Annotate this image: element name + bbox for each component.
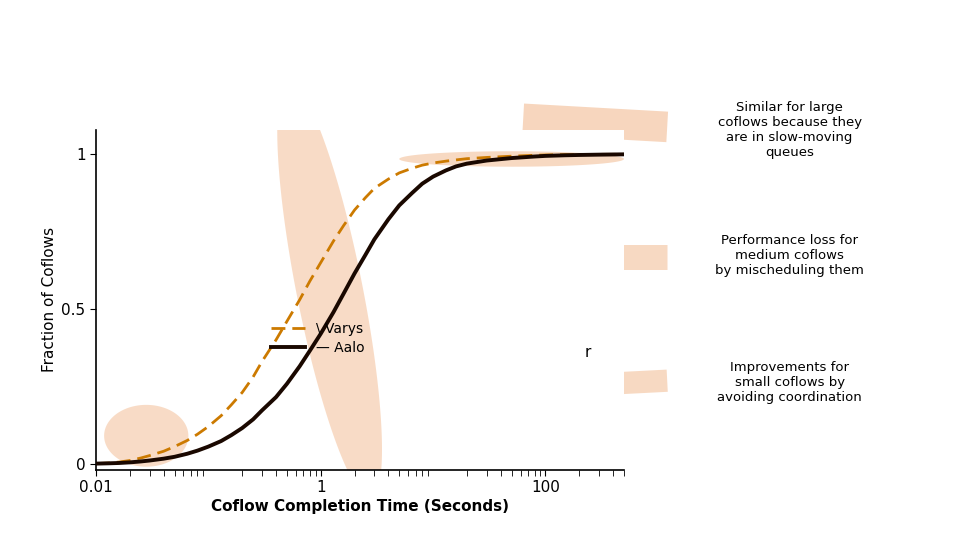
Similar for large: [113, 459, 125, 465]
Similar for large: [248, 374, 259, 380]
Text: Improvements for
small coflows by
avoiding coordination: Improvements for small coflows by avoidi…: [717, 361, 862, 403]
Similar for large: [348, 207, 360, 213]
Similar for large: [406, 165, 418, 172]
Similar for large: [256, 359, 268, 365]
Similar for large: [529, 152, 540, 159]
Text: Performance loss for
medium coflows
by mischeduling them: Performance loss for medium coflows by m…: [715, 234, 864, 276]
Similar for large: [440, 158, 451, 164]
Similar for large: [157, 448, 169, 455]
Similar for large: [192, 431, 204, 437]
Polygon shape: [277, 83, 382, 498]
Similar for large: [618, 151, 630, 158]
Similar for large: [203, 423, 214, 430]
Text: r: r: [585, 345, 591, 360]
Similar for large: [215, 413, 227, 419]
Similar for large: [427, 160, 439, 166]
Similar for large: [304, 278, 316, 285]
Similar for large: [369, 185, 380, 192]
Similar for large: [169, 443, 180, 450]
Similar for large: [271, 336, 282, 343]
Similar for large: [181, 437, 193, 444]
Similar for large: [294, 296, 305, 303]
Similar for large: [450, 157, 462, 163]
Similar for large: [560, 151, 571, 158]
Text: Performance Breakdown [EC2]: Performance Breakdown [EC2]: [17, 31, 960, 85]
Similar for large: [417, 162, 428, 168]
Similar for large: [506, 153, 517, 159]
Similar for large: [327, 238, 339, 244]
Similar for large: [135, 455, 147, 461]
Similar for large: [236, 389, 248, 396]
Similar for large: [90, 461, 102, 467]
Similar for large: [383, 176, 395, 183]
Similar for large: [540, 152, 551, 158]
Similar for large: [281, 318, 293, 325]
Similar for large: [315, 259, 326, 266]
Similar for large: [144, 453, 156, 459]
Polygon shape: [104, 405, 188, 467]
Similar for large: [573, 151, 585, 158]
Similar for large: [593, 151, 605, 158]
Y-axis label: Fraction of Coflows: Fraction of Coflows: [42, 227, 58, 372]
Polygon shape: [399, 151, 624, 167]
X-axis label: Coflow Completion Time (Seconds): Coflow Completion Time (Seconds): [211, 500, 509, 515]
Similar for large: [124, 457, 135, 464]
Text: Similar for large
coflows because they
are in slow-moving
queues: Similar for large coflows because they a…: [717, 100, 862, 159]
Similar for large: [338, 222, 349, 229]
Similar for large: [481, 154, 492, 161]
Similar for large: [394, 170, 405, 176]
Similar for large: [360, 194, 372, 201]
Similar for large: [461, 156, 472, 162]
Similar for large: [226, 402, 237, 408]
Line: Similar for large: Similar for large: [96, 154, 624, 464]
Similar for large: [103, 460, 114, 466]
Legend: \ Varys, — Aalo: \ Varys, — Aalo: [265, 316, 371, 361]
